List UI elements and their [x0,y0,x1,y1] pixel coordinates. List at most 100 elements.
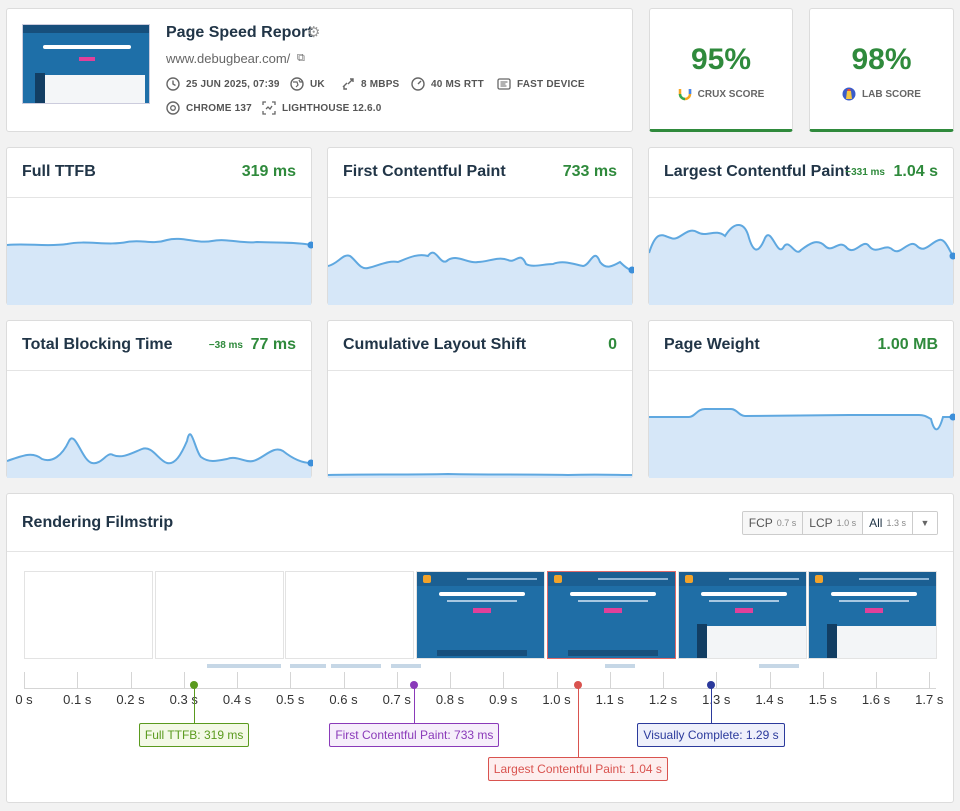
transfer-arrows-icon [342,78,354,90]
metric-value: 1.04 s [893,163,938,180]
marker-label[interactable]: Largest Contentful Paint: 1.04 s [487,757,668,781]
sparkline-chart [649,408,955,478]
speedometer-icon [411,77,425,91]
timeline-tick-label: 1.4 s [755,692,784,707]
timeline-tick-label: 0.2 s [116,692,145,707]
timeline-axis [24,688,936,689]
metric-value: 77 ms [250,336,296,353]
filmstrip-frame-lcp[interactable] [547,571,676,659]
timeline-tick-label: 1.1 s [595,692,624,707]
sparkline-chart [7,237,313,305]
filmstrip-frame[interactable] [24,571,153,659]
rendering-filmstrip-card: Rendering Filmstrip FCP 0.7 s LCP 1.0 s Al… [6,493,954,803]
timeline-tick-label: 0.6 s [329,692,358,707]
metric-card-page-weight[interactable]: Page Weight 1.00 MB [648,320,955,478]
lighthouse-version-icon [262,101,276,115]
marker-label[interactable]: First Contentful Paint: 733 ms [329,723,500,747]
timeline-tick [663,672,664,688]
device-settings-icon [497,78,511,90]
metric-label: Cumulative Layout Shift [343,336,527,353]
metric-delta: −38 ms [208,340,243,351]
timeline-tick-label: 1.3 s [702,692,731,707]
marker-dot[interactable] [573,681,582,689]
timeline-tick [24,672,25,688]
timeline-tick-label: 0.3 s [169,692,198,707]
range-option-all-time: 1.3 s [886,518,906,528]
timeline-tick-label: 1.6 s [861,692,891,707]
timeline-tick [876,672,877,688]
lighthouse-icon [842,87,856,101]
timeline-tick-label: 0.7 s [382,692,411,707]
meta-device-text: FAST DEVICE [517,78,585,90]
range-option-lcp-label: LCP [809,516,833,530]
metric-card-fcp[interactable]: First Contentful Paint 733 ms [327,147,634,305]
filmstrip-frame[interactable] [285,571,414,659]
marker-label[interactable]: Full TTFB: 319 ms [138,723,250,747]
sparkline-chart [328,472,633,478]
marker-dot[interactable] [706,681,715,689]
timeline-tick-label: 0.8 s [435,692,465,707]
filmstrip-frame[interactable] [678,571,807,659]
metric-card-tbt[interactable]: Total Blocking Time −38 ms 77 ms [6,320,313,478]
range-option-fcp[interactable]: FCP 0.7 s [742,512,804,534]
range-option-lcp[interactable]: LCP 1.0 s [803,512,864,534]
lab-score-label: LAB SCORE [862,88,921,100]
meta-bandwidth: 8 MBPS [341,77,399,91]
timeline-tick-label: 0.4 s [222,692,252,707]
timeline-tick [769,672,771,688]
timeline-tick-label: 1.7 s [915,692,944,707]
sparkline-chart [649,224,955,305]
metric-label: Full TTFB [22,163,96,180]
marker-label[interactable]: Visually Complete: 1.29 s [637,723,785,747]
range-option-all[interactable]: All 1.3 s [863,512,913,534]
meta-location-text: UK [310,78,325,90]
filmstrip-range-selector[interactable]: FCP 0.7 s LCP 1.0 s All 1.3 s ▼ [741,511,938,535]
timeline-tick-label: 0.5 s [276,692,305,707]
clock-icon [166,77,180,91]
marker-line [577,685,579,757]
timeline-tick [343,672,345,688]
metric-card-cls[interactable]: Cumulative Layout Shift 0 [327,320,633,478]
metric-delta: −331 ms [845,167,885,178]
lab-score-card[interactable]: 98% LAB SCORE [809,8,954,132]
timeline-tick [609,672,611,688]
page-url[interactable]: www.debugbear.com/ [166,51,291,66]
timeline-tick-label: 0.9 s [489,692,518,707]
filmstrip-frame[interactable] [416,571,545,659]
timeline-tick-label: 1.0 s [542,692,571,707]
timeline-tick [237,672,238,688]
timeline-tick [556,672,558,688]
range-option-fcp-time: 0.7 s [776,518,797,528]
meta-lighthouse: LIGHTHOUSE 12.6.0 [262,101,382,115]
meta-date: 25 JUN 2025, 07:39 [166,77,280,91]
meta-bandwidth-text: 8 MBPS [361,78,400,90]
metric-card-full-ttfb[interactable]: Full TTFB 319 ms [6,147,313,305]
range-option-lcp-time: 1.0 s [836,518,857,528]
metric-label: Largest Contentful Paint [664,163,850,180]
marker-dot[interactable] [189,681,198,689]
lab-score-value: 98% [851,43,912,76]
frame-progress [331,664,381,668]
meta-device: FAST DEVICE [497,77,585,91]
chevron-down-icon[interactable]: ▼ [913,512,937,534]
marker-dot[interactable] [410,681,419,689]
metric-label: Total Blocking Time [22,336,173,353]
sparkline-chart [328,251,634,305]
crux-score-card[interactable]: 95% CRUX SCORE [649,8,793,132]
external-link-icon[interactable]: ⧉ [297,52,305,64]
timeline-tick-label: 1.5 s [808,692,837,707]
metric-card-lcp[interactable]: Largest Contentful Paint −331 ms 1.04 s [648,147,955,305]
filmstrip-frame[interactable] [155,571,284,659]
timeline-tick [716,672,718,688]
filmstrip-frame[interactable] [808,571,937,659]
frame-progress [759,664,799,668]
meta-lighthouse-text: LIGHTHOUSE 12.6.0 [282,102,382,114]
meta-date-text: 25 JUN 2025, 07:39 [186,78,280,90]
gear-icon[interactable]: ⚙ [307,24,321,41]
meta-browser: CHROME 137 [166,101,252,115]
metric-value: 733 ms [562,163,617,180]
timeline-tick-label: 0.1 s [63,692,92,707]
page-screenshot-thumbnail[interactable] [22,24,150,104]
crux-score-value: 95% [690,43,752,76]
meta-rtt-text: 40 MS RTT [431,78,484,90]
